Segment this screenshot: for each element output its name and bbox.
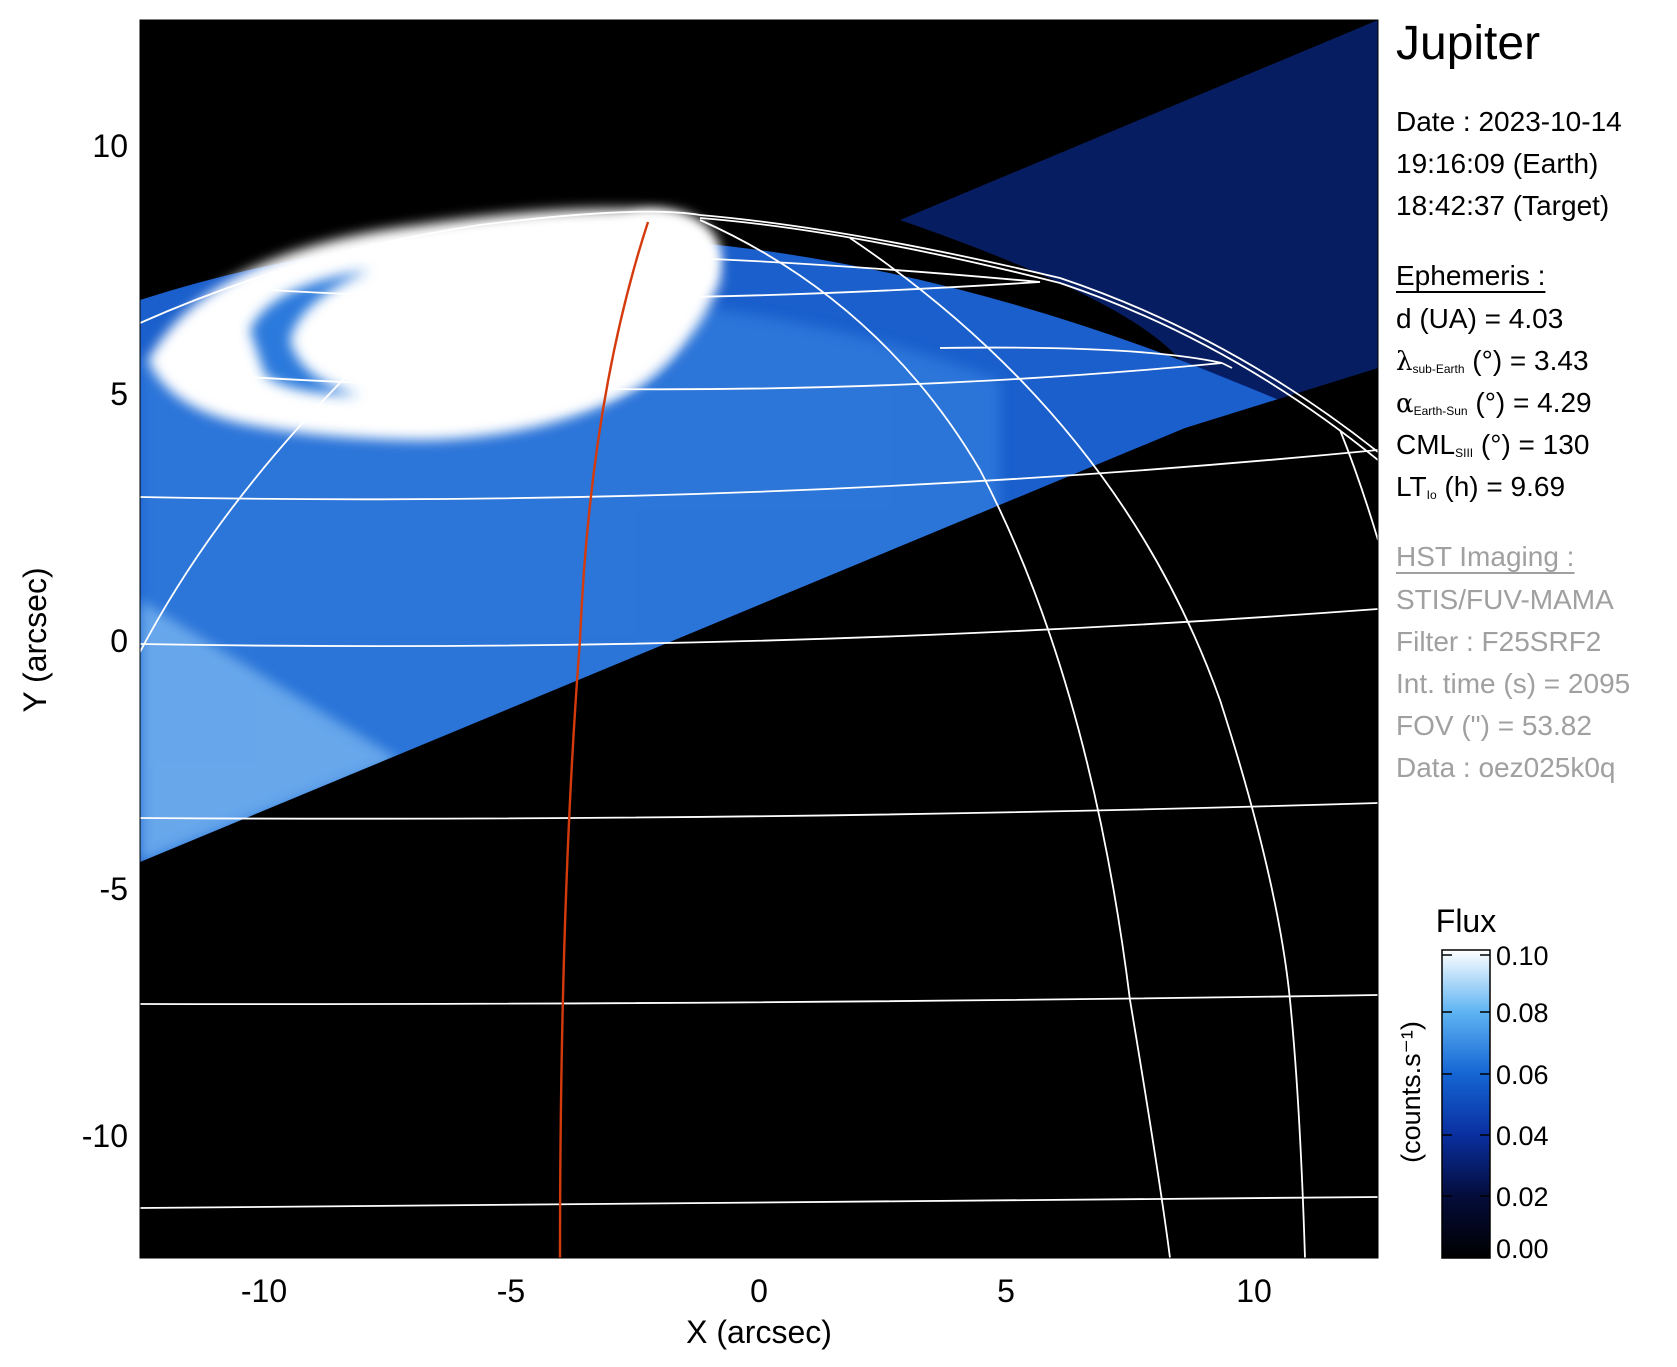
y-tick-label: 10 bbox=[92, 128, 128, 164]
colorbar-tick-label: 0.10 bbox=[1496, 941, 1549, 971]
auroral-image bbox=[140, 20, 1378, 1258]
y-axis: 10 5 0 -5 -10 Y (arcsec) bbox=[17, 128, 128, 1154]
lambda-symbol: λ bbox=[1396, 347, 1413, 377]
colorbar-tick-label: 0.06 bbox=[1496, 1060, 1549, 1090]
hst-header: HST Imaging : bbox=[1396, 541, 1575, 572]
colorbar-tick-label: 0.08 bbox=[1496, 998, 1549, 1028]
cml-subscript: SIII bbox=[1455, 446, 1474, 460]
x-tick-label: 0 bbox=[750, 1273, 768, 1309]
filter-text: Filter : F25SRF2 bbox=[1396, 626, 1602, 657]
x-tick-label: -10 bbox=[241, 1273, 287, 1309]
lt-value: (h) = 9.69 bbox=[1436, 471, 1566, 502]
colorbar: Flux 0.10 0.08 0.06 0.04 0.02 0.00 (coun… bbox=[1396, 903, 1549, 1264]
sub-earth-latitude-text: λsub-Earth (°) = 3.43 bbox=[1396, 345, 1589, 385]
cml-value: (°) = 130 bbox=[1473, 429, 1590, 460]
info-panel: Jupiter Date : 2023-10-14 19:16:09 (Eart… bbox=[1396, 0, 1677, 1367]
lt-subscript: Io bbox=[1426, 488, 1437, 502]
lambda-subscript: sub-Earth bbox=[1412, 362, 1465, 376]
ephemeris-header: Ephemeris : bbox=[1396, 260, 1546, 291]
phase-angle-text: αEarth-Sun (°) = 4.29 bbox=[1396, 387, 1592, 427]
x-tick-label: 10 bbox=[1236, 1273, 1272, 1309]
date-text: Date : 2023-10-14 bbox=[1396, 106, 1622, 137]
y-tick-label: -10 bbox=[82, 1118, 128, 1154]
y-tick-label: 0 bbox=[110, 623, 128, 659]
limb-line bbox=[140, 210, 1378, 453]
colorbar-tick-label: 0.04 bbox=[1496, 1121, 1549, 1151]
lambda-value: (°) = 3.43 bbox=[1464, 345, 1589, 376]
parallel-line bbox=[140, 608, 1378, 648]
distance-text: d (UA) = 4.03 bbox=[1396, 303, 1564, 334]
x-axis: -10 -5 0 5 10 X (arcsec) bbox=[241, 1273, 1272, 1350]
limb-line bbox=[699, 217, 1378, 461]
parallel-line bbox=[369, 224, 601, 246]
meridian-line bbox=[1339, 429, 1378, 541]
colorbar-tick-label: 0.02 bbox=[1496, 1182, 1549, 1212]
red-track-line bbox=[558, 221, 650, 1258]
colorbar-gradient bbox=[1441, 949, 1491, 1259]
latlon-grid bbox=[140, 210, 1378, 1258]
parallel-line bbox=[269, 254, 1041, 300]
local-time-text: LTIo (h) = 9.69 bbox=[1396, 471, 1565, 511]
meridian-line bbox=[849, 237, 1306, 1258]
target-time-text: 18:42:37 (Target) bbox=[1396, 190, 1610, 221]
y-axis-label: Y (arcsec) bbox=[17, 567, 53, 712]
lt-label: LT bbox=[1396, 471, 1427, 502]
x-axis-label: X (arcsec) bbox=[686, 1314, 832, 1350]
colorbar-unit-label: (counts.s⁻¹) bbox=[1396, 1021, 1426, 1163]
meridian-line bbox=[699, 219, 1171, 1258]
auroral-oval bbox=[148, 209, 720, 440]
x-tick-label: -5 bbox=[497, 1273, 525, 1309]
parallel-line bbox=[140, 994, 1378, 1005]
parallel-line bbox=[140, 449, 1378, 501]
alpha-subscript: Earth-Sun bbox=[1413, 404, 1468, 418]
parallel-line bbox=[140, 802, 1378, 820]
colorbar-tick-label: 0.00 bbox=[1496, 1234, 1549, 1264]
meridian-line bbox=[140, 314, 411, 653]
data-id-text: Data : oez025k0q bbox=[1396, 752, 1616, 783]
y-tick-label: 5 bbox=[110, 376, 128, 412]
y-tick-label: -5 bbox=[100, 871, 128, 907]
instrument-text: STIS/FUV-MAMA bbox=[1396, 584, 1614, 615]
fov-text: FOV (") = 53.82 bbox=[1396, 710, 1592, 741]
integration-time-text: Int. time (s) = 2095 bbox=[1396, 668, 1631, 699]
alpha-value: (°) = 4.29 bbox=[1467, 387, 1592, 418]
cml-label: CML bbox=[1396, 429, 1456, 460]
colorbar-title: Flux bbox=[1436, 903, 1496, 939]
x-tick-label: 5 bbox=[997, 1273, 1015, 1309]
cml-text: CMLSIII (°) = 130 bbox=[1396, 429, 1589, 469]
plot-frame bbox=[139, 19, 1379, 1259]
alpha-symbol: α bbox=[1396, 389, 1414, 419]
colorbar-ticks bbox=[1442, 954, 1490, 1197]
parallel-line bbox=[1221, 362, 1233, 369]
parallel-line bbox=[229, 346, 1223, 391]
planet-title: Jupiter bbox=[1396, 17, 1541, 70]
earth-time-text: 19:16:09 (Earth) bbox=[1396, 148, 1599, 179]
